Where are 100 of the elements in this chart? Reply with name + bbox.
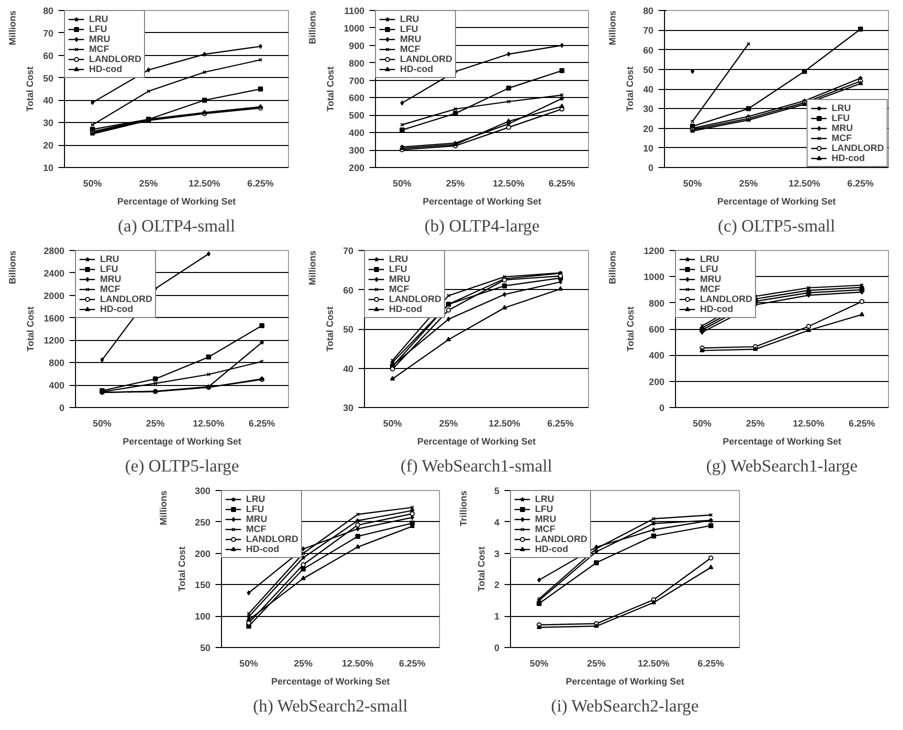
x-tick-label: 6.25% [547, 418, 574, 428]
legend-label: LANDLORD [700, 294, 752, 304]
x-tick-label: 12.50% [788, 178, 822, 188]
x-axis-title: Percentage of Working Set [722, 436, 842, 446]
x-axis-title: Percentage of Working Set [117, 196, 236, 206]
x-axis-title: Percentage of Working Set [566, 676, 684, 686]
y-tick-label: 20 [643, 124, 654, 134]
text: Billions [608, 250, 618, 284]
legend-label: HD-cod [832, 153, 865, 163]
text: (b) OLTP4-large [424, 216, 540, 236]
y-axis-title: Total Cost [325, 306, 336, 352]
x-tick-label: 12.50% [638, 658, 670, 668]
legend-label: LFU [535, 504, 554, 514]
x-tick-label: 12.50% [192, 418, 226, 428]
x-tick-label: 25% [439, 418, 459, 428]
y-tick-label: 1600 [44, 313, 65, 324]
x-tick-label: 12.50% [342, 658, 374, 668]
x-tick-label: 25% [139, 178, 159, 188]
y-tick-label: 80 [43, 6, 54, 16]
legend-label: MCF [100, 284, 120, 294]
x-tick-label: 12.50% [792, 418, 826, 428]
x-tick-label: 25% [739, 178, 759, 188]
x-tick-label: 6.25% [847, 178, 874, 188]
x-tick-label: 6.25% [399, 658, 426, 668]
x-axis-title: Percentage of Working Set [422, 196, 542, 206]
legend-label: LANDLORD [89, 54, 142, 64]
y-tick-label: 1200 [644, 246, 665, 256]
y-axis-title: Total Cost [626, 306, 636, 352]
text: Millions [158, 490, 168, 526]
legend-label: MRU [700, 274, 722, 284]
y-tick-label: 500 [348, 110, 365, 121]
text: Billions [308, 10, 318, 44]
y-tick-label: 200 [648, 376, 665, 387]
text: (c) OLTP5-small [718, 216, 836, 236]
text: Millions [608, 10, 618, 46]
legend-label: LANDLORD [100, 294, 152, 304]
x-tick-label: 6.25% [848, 418, 876, 428]
y-tick-label: 400 [348, 128, 365, 138]
legend-label: LFU [100, 264, 120, 274]
y-tick-label: 1000 [644, 272, 665, 282]
x-tick-label: 50% [530, 658, 550, 668]
x-tick-label: 50% [692, 418, 712, 428]
legend-label: MRU [246, 514, 268, 524]
y-tick-label: 1000 [344, 23, 365, 34]
x-tick-label: 12.50% [488, 418, 522, 428]
legend-label: LANDLORD [400, 54, 452, 64]
legend-label: LANDLORD [246, 534, 298, 544]
x-axis-title: Percentage of Working Set [717, 196, 836, 206]
y-tick-label: 2 [494, 580, 500, 590]
legend-label: LRU [832, 103, 852, 113]
y-tick-label: 80 [643, 6, 654, 16]
legend-label: HD-cod [700, 304, 734, 314]
legend-label: MCF [535, 524, 556, 534]
y-tick-label: 60 [43, 50, 54, 61]
x-axis-title: Percentage of Working Set [271, 676, 390, 686]
legend-label: LRU [535, 494, 555, 504]
x-axis-title: Percentage of Working Set [417, 436, 536, 446]
y-tick-label: 10 [43, 163, 54, 173]
x-tick-label: 12.50% [188, 178, 222, 188]
legend-label: MCF [389, 284, 410, 294]
y-tick-label: 50 [200, 643, 211, 653]
y-tick-label: 0 [59, 403, 65, 413]
y-tick-label: 50 [343, 324, 354, 334]
x-tick-label: 25% [746, 418, 766, 428]
y-tick-label: 300 [348, 146, 365, 156]
legend-label: LRU [89, 14, 109, 24]
y-tick-label: 2400 [44, 268, 65, 278]
x-tick-label: 25% [146, 418, 166, 428]
legend-label: LANDLORD [389, 294, 442, 304]
y-tick-label: 4 [494, 517, 500, 528]
legend-label: LRU [400, 14, 420, 24]
y-tick-label: 1 [494, 612, 500, 622]
text: (f) WebSearch1-small [400, 456, 552, 476]
legend-label: MCF [832, 133, 852, 143]
y-tick-label: 70 [343, 246, 354, 256]
y-axis-title: Total Cost [176, 546, 187, 592]
legend-label: MCF [400, 44, 420, 54]
x-tick-label: 50% [83, 178, 103, 188]
y-tick-label: 50 [43, 73, 54, 84]
text: Billions [8, 250, 18, 284]
y-tick-label: 2800 [44, 246, 65, 256]
legend-label: LFU [400, 24, 420, 34]
y-tick-label: 300 [194, 486, 211, 496]
legend-label: LRU [100, 254, 120, 264]
x-tick-label: 12.50% [492, 178, 526, 188]
legend-label: HD-cod [89, 64, 122, 74]
y-tick-label: 40 [43, 96, 54, 106]
y-tick-label: 0 [494, 643, 500, 653]
y-axis-title: Total Cost [25, 66, 36, 112]
legend-label: MCF [89, 44, 110, 54]
x-tick-label: 50% [392, 178, 412, 188]
y-tick-label: 100 [194, 612, 211, 622]
y-tick-label: 5 [494, 486, 500, 496]
y-axis-title: Total Cost [476, 546, 486, 592]
legend-label: MCF [700, 284, 720, 294]
y-axis-title: Total Cost [326, 66, 336, 112]
y-tick-label: 900 [348, 40, 365, 51]
y-tick-label: 700 [348, 76, 365, 86]
y-tick-label: 20 [43, 140, 54, 151]
legend-label: HD-cod [100, 304, 134, 314]
